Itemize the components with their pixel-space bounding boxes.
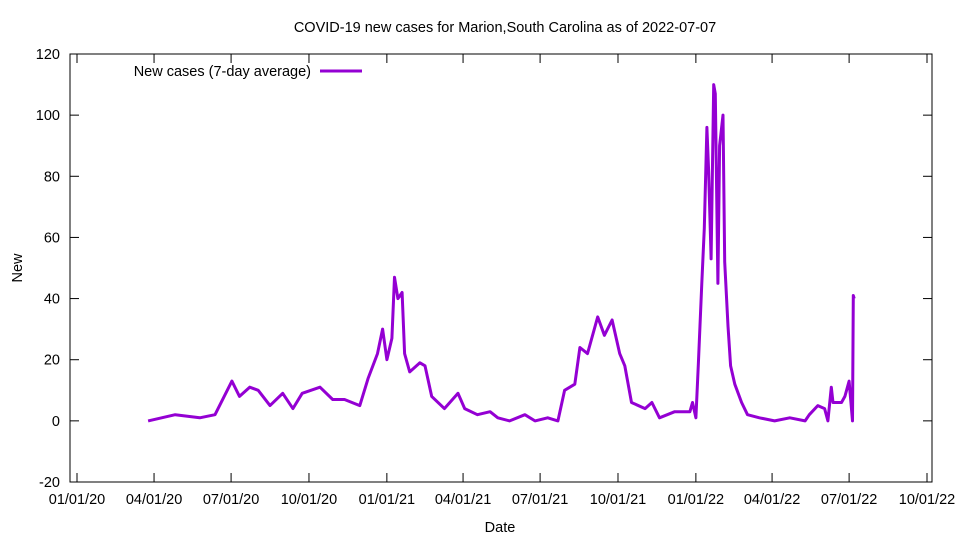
x-tick-label: 01/01/22: [668, 492, 724, 508]
x-tick-label: 10/01/22: [899, 492, 955, 508]
y-tick-label: 40: [44, 292, 60, 308]
y-tick-label: 60: [44, 230, 60, 246]
legend-label: New cases (7-day average): [134, 64, 311, 80]
y-tick-label: 120: [36, 47, 60, 63]
x-tick-label: 01/01/21: [359, 492, 415, 508]
x-tick-label: 10/01/21: [590, 492, 646, 508]
x-tick-label: 01/01/20: [49, 492, 105, 508]
x-tick-label: 04/01/22: [744, 492, 800, 508]
x-axis-label: Date: [485, 520, 516, 536]
legend: New cases (7-day average): [134, 64, 362, 80]
x-tick-label: 10/01/20: [281, 492, 337, 508]
y-tick-label: 20: [44, 353, 60, 369]
x-tick-label: 04/01/21: [435, 492, 491, 508]
x-tick-label: 07/01/22: [821, 492, 877, 508]
chart-title: COVID-19 new cases for Marion,South Caro…: [294, 20, 716, 36]
series-line-new-cases: [147, 83, 856, 423]
y-axis-label: New: [10, 253, 26, 283]
y-tick-label: 0: [52, 414, 60, 430]
y-tick-label: 80: [44, 169, 60, 185]
y-tick-label: 100: [36, 108, 60, 124]
x-tick-label: 07/01/21: [512, 492, 568, 508]
x-tick-label: 07/01/20: [203, 492, 259, 508]
y-tick-label: -20: [39, 475, 60, 491]
x-axis: 01/01/20 04/01/20 07/01/20 10/01/20 01/01/21…: [49, 54, 955, 508]
plot-border: [69, 53, 933, 483]
y-axis: -20 0 20 40 60 80 100 120: [36, 47, 932, 491]
x-tick-label: 04/01/20: [126, 492, 182, 508]
